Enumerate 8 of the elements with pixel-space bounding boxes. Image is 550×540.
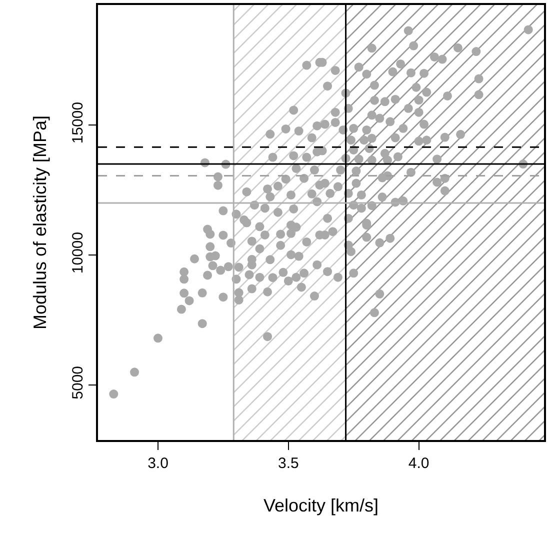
y-axis-title: Modulus of elasticity [MPa] <box>30 115 50 330</box>
y-tick-label: 10000 <box>69 232 86 274</box>
y-tick-label: 5000 <box>69 366 86 400</box>
x-tick-label: 4.0 <box>408 454 430 472</box>
x-tick-label: 3.5 <box>278 454 299 472</box>
x-tick-label: 3.0 <box>148 454 168 472</box>
y-tick-label: 15000 <box>69 102 86 144</box>
x-axis-title: Velocity [km/s] <box>263 495 379 516</box>
